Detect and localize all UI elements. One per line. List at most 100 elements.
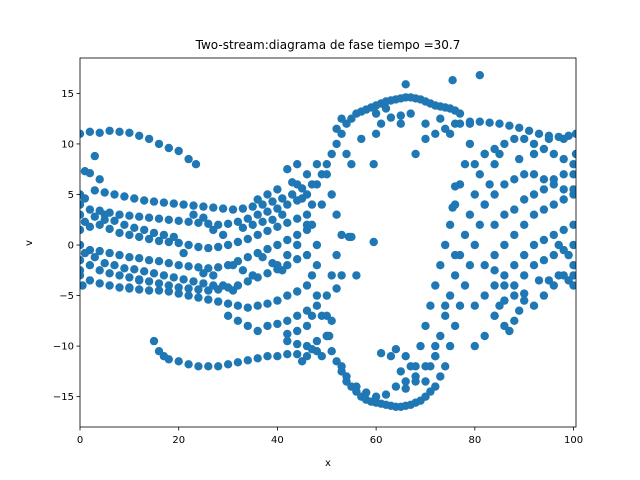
data-point bbox=[288, 178, 297, 187]
data-point bbox=[406, 362, 415, 371]
data-point bbox=[253, 354, 262, 363]
data-point bbox=[258, 217, 267, 226]
data-point bbox=[105, 281, 114, 290]
chart-title: Two-stream:diagrama de fase tiempo =30.7 bbox=[195, 38, 461, 52]
data-point bbox=[539, 185, 549, 194]
data-point bbox=[490, 311, 499, 320]
data-point bbox=[510, 291, 519, 300]
data-point bbox=[325, 331, 334, 341]
data-point bbox=[293, 255, 302, 264]
data-point bbox=[529, 190, 539, 199]
data-point bbox=[204, 219, 213, 228]
data-point bbox=[293, 160, 302, 169]
data-point bbox=[204, 295, 213, 304]
data-point bbox=[470, 301, 479, 310]
data-point bbox=[263, 321, 272, 331]
data-point bbox=[223, 311, 233, 320]
data-point bbox=[135, 232, 144, 242]
data-point bbox=[218, 204, 228, 213]
data-point bbox=[529, 170, 539, 179]
data-point bbox=[549, 230, 558, 240]
data-point bbox=[204, 362, 213, 371]
data-point bbox=[470, 341, 479, 351]
data-point bbox=[179, 275, 188, 284]
data-point bbox=[228, 205, 238, 214]
data-point bbox=[278, 210, 287, 219]
data-point bbox=[149, 197, 159, 206]
data-point bbox=[80, 217, 90, 226]
data-point bbox=[529, 240, 539, 250]
data-point bbox=[164, 143, 173, 153]
data-point bbox=[293, 326, 302, 336]
data-point bbox=[529, 139, 539, 149]
data-point bbox=[248, 271, 257, 280]
data-point bbox=[80, 248, 90, 258]
data-point bbox=[263, 269, 272, 278]
data-point bbox=[554, 240, 563, 250]
data-point bbox=[396, 111, 405, 120]
data-point bbox=[559, 170, 568, 179]
data-point bbox=[362, 388, 371, 397]
data-point bbox=[263, 352, 272, 361]
data-point bbox=[164, 259, 173, 268]
data-point bbox=[401, 352, 410, 361]
data-point bbox=[253, 301, 262, 310]
data-point bbox=[571, 129, 576, 138]
data-point bbox=[149, 269, 159, 278]
data-point bbox=[549, 200, 558, 209]
data-point bbox=[312, 291, 322, 300]
data-point bbox=[421, 321, 430, 331]
data-point bbox=[448, 203, 457, 212]
data-point bbox=[283, 235, 292, 245]
data-point bbox=[105, 126, 114, 135]
data-point bbox=[520, 250, 529, 260]
data-point bbox=[297, 194, 307, 203]
data-point bbox=[90, 151, 100, 161]
data-point bbox=[194, 285, 203, 294]
data-point bbox=[293, 350, 302, 359]
data-point bbox=[154, 279, 164, 288]
data-point bbox=[480, 291, 489, 300]
data-point bbox=[149, 336, 159, 346]
data-point bbox=[529, 149, 539, 159]
data-point bbox=[327, 149, 336, 159]
data-point bbox=[80, 129, 85, 138]
data-point bbox=[238, 266, 248, 275]
data-point bbox=[233, 237, 243, 247]
data-point bbox=[263, 207, 272, 216]
data-point bbox=[549, 149, 558, 159]
data-point bbox=[386, 352, 396, 361]
data-point bbox=[559, 195, 568, 204]
data-point bbox=[85, 205, 95, 214]
data-point bbox=[302, 170, 312, 179]
data-point bbox=[100, 259, 109, 268]
data-point bbox=[125, 128, 134, 137]
data-point bbox=[293, 230, 302, 240]
data-point bbox=[293, 287, 302, 296]
data-point bbox=[337, 362, 346, 371]
data-point bbox=[130, 265, 139, 274]
data-point bbox=[470, 190, 479, 199]
data-point bbox=[332, 284, 341, 293]
data-point bbox=[500, 271, 509, 280]
y-tick-label: 0 bbox=[68, 241, 74, 252]
data-point bbox=[445, 220, 455, 229]
data-point bbox=[421, 377, 430, 386]
data-point bbox=[337, 271, 346, 280]
data-point bbox=[571, 149, 576, 159]
data-point bbox=[125, 230, 134, 240]
data-point bbox=[332, 139, 341, 149]
data-point bbox=[411, 377, 420, 386]
data-point bbox=[199, 213, 208, 222]
data-point bbox=[431, 281, 440, 290]
data-point bbox=[223, 219, 233, 228]
data-point bbox=[191, 160, 201, 169]
data-point bbox=[450, 321, 460, 331]
y-axis-label: v bbox=[24, 240, 35, 246]
data-point bbox=[194, 242, 203, 252]
y-tick-label: −5 bbox=[59, 291, 74, 302]
data-point bbox=[520, 220, 529, 229]
x-tick-label: 80 bbox=[468, 435, 481, 446]
data-point bbox=[115, 271, 124, 280]
data-point bbox=[302, 281, 312, 290]
